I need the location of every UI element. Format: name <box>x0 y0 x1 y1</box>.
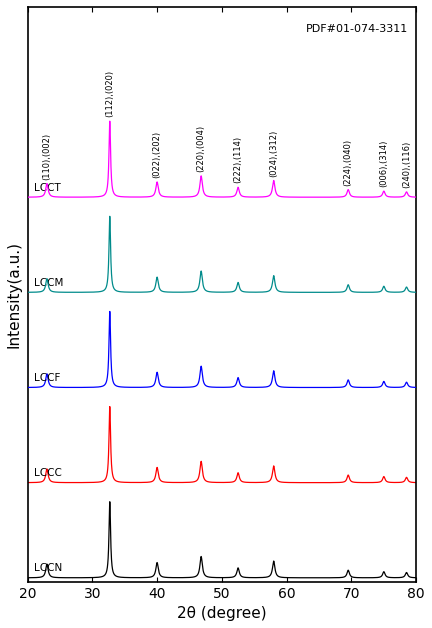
Text: LCCC: LCCC <box>34 468 62 478</box>
Text: (110),(002): (110),(002) <box>42 133 51 180</box>
Text: (024),(312): (024),(312) <box>269 129 278 176</box>
X-axis label: 2θ (degree): 2θ (degree) <box>177 606 267 621</box>
Text: (022),(202): (022),(202) <box>152 131 162 178</box>
Text: LCCM: LCCM <box>34 278 64 288</box>
Text: LCCT: LCCT <box>34 183 61 193</box>
Text: (222),(114): (222),(114) <box>234 136 243 183</box>
Text: (006),(314): (006),(314) <box>379 140 388 187</box>
Text: (224),(040): (224),(040) <box>344 139 353 186</box>
Text: (240),(116): (240),(116) <box>402 141 411 188</box>
Y-axis label: Intensity(a.u.): Intensity(a.u.) <box>7 241 22 348</box>
Text: PDF#01-074-3311: PDF#01-074-3311 <box>306 24 409 34</box>
Text: (112),(020): (112),(020) <box>105 70 114 117</box>
Text: (220),(004): (220),(004) <box>197 125 206 172</box>
Text: LCCF: LCCF <box>34 373 60 383</box>
Text: LCCN: LCCN <box>34 563 62 573</box>
